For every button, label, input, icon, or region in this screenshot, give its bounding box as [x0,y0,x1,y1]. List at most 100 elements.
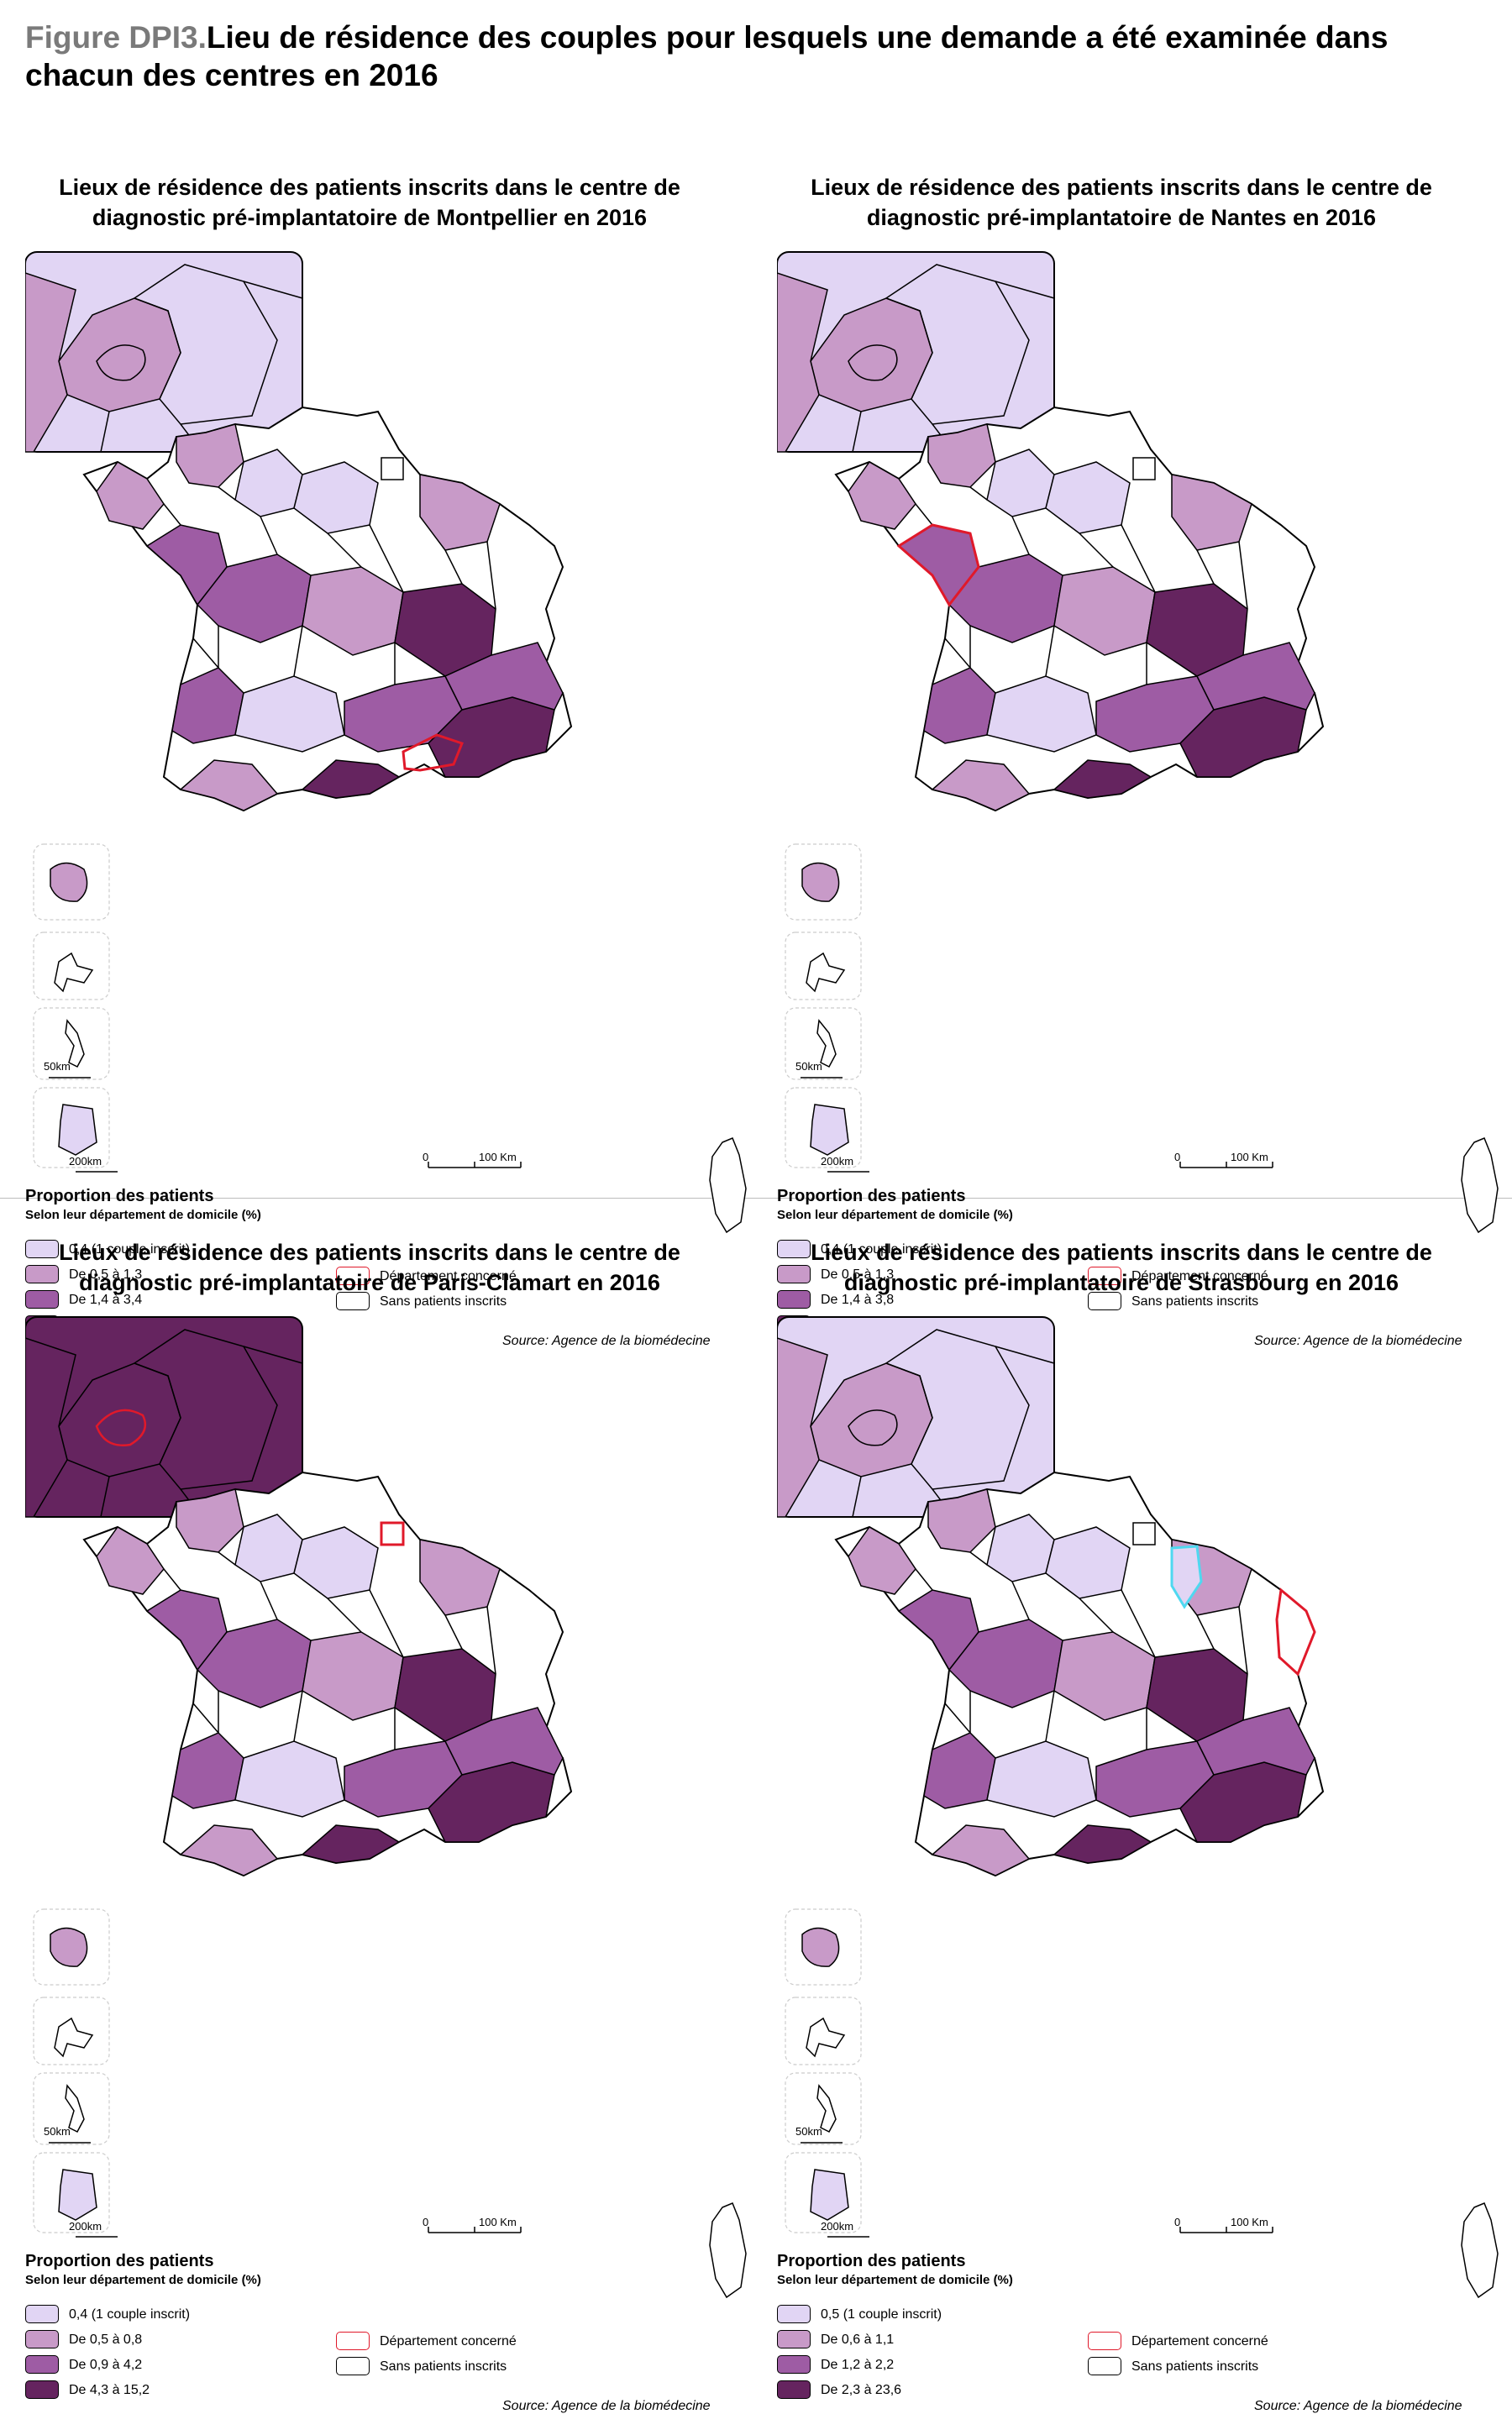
figure-label: Figure DPI3. [25,20,207,55]
legend-swatch-dark [777,2380,811,2399]
choropleth-map [25,251,747,1234]
source-note: Source: Agence de la biomédecine [1254,2399,1462,2413]
figure-title: Figure DPI3.Lieu de résidence des couple… [25,18,1487,94]
legend-swatch-concerned [1088,1267,1121,1285]
legend-swatch-medium [777,1290,811,1309]
france-mainland [82,1471,573,1877]
overseas-insets [785,1908,869,2238]
france-mainland [82,406,573,812]
scale-zero: 0 [423,1151,429,1163]
idf-inset [777,1316,1055,1518]
legend-swatch-medium [25,1290,59,1309]
overseas-insets [33,843,118,1173]
legend-swatch-none [336,2357,370,2375]
legend-subtitle: Selon leur département de domicile (%) [25,2273,261,2287]
legend-swatch-none [1088,1292,1121,1310]
panel-title: Lieux de résidence des patients inscrits… [785,1237,1457,1298]
idf-inset [25,1316,303,1518]
scale-label: 100 Km [479,1151,517,1163]
corsica [709,2202,747,2299]
source-note: Source: Agence de la biomédecine [1254,1334,1462,1348]
panel-title-line1: Lieux de résidence des patients inscrits… [811,1240,1432,1265]
corsica [1461,2202,1499,2299]
legend-class-label: De 4,3 à 15,2 [69,2383,150,2397]
legend-title: Proportion des patients [777,1187,966,1205]
inset-scale-50: 50km [44,1060,71,1073]
legend-concerned-label: Département concerné [1131,2334,1268,2348]
choropleth-map [25,1316,747,2299]
legend-swatch-light [777,1265,811,1283]
legend-swatch-medium [777,2355,811,2374]
panel-divider [0,1198,1512,1199]
inset-scale-50: 50km [44,2125,71,2138]
legend-subtitle: Selon leur département de domicile (%) [25,1208,261,1222]
scale-bar [1179,1162,1273,1168]
france-mainland [834,1471,1325,1877]
panel-title-line2: diagnostic pré-implantatoire de Paris-Cl… [79,1270,660,1295]
corsica [709,1137,747,1234]
legend-swatch-lightest [25,2305,59,2323]
legend-swatch-lightest [777,2305,811,2323]
legend-swatch-light [777,2330,811,2348]
legend-concerned-label: Département concerné [380,1269,517,1283]
idf-inset [25,251,303,453]
legend-swatch-light [25,1265,59,1283]
figure-title-text: Lieu de résidence des couples pour lesqu… [25,20,1389,92]
legend-class-label: 0,4 (1 couple inscrit) [69,1242,191,1257]
overseas-insets [785,843,869,1173]
scale-bar [428,1162,522,1168]
legend-no-patients-label: Sans patients inscrits [380,1294,507,1309]
map-panel-4: Lieux de résidence des patients inscrits… [777,1237,1512,2413]
legend-class-label: De 0,5 à 1,3 [69,1267,143,1282]
panel-title-line2: diagnostic pré-implantatoire de Strasbou… [843,1270,1399,1295]
inset-scale-200: 200km [821,2220,854,2233]
scale-label: 100 Km [1231,2216,1268,2228]
legend-swatch-none [1088,2357,1121,2375]
legend-no-patients-label: Sans patients inscrits [1131,1294,1259,1309]
panel-title-line2: diagnostic pré-implantatoire de Montpell… [92,205,648,230]
inset-scale-200: 200km [821,1155,854,1168]
legend-class-label: De 0,6 à 1,1 [821,2333,895,2347]
panel-title: Lieux de résidence des patients inscrits… [34,172,706,233]
map-panel-1: Lieux de résidence des patients inscrits… [25,172,764,1348]
legend-class-label: De 0,5 à 1,3 [821,1267,895,1282]
legend-class-label: 0,4 (1 couple inscrit) [69,2307,191,2322]
source-note: Source: Agence de la biomédecine [502,1334,711,1348]
corsica [1461,1137,1499,1234]
legend-swatch-none [336,1292,370,1310]
legend-class-label: 0,5 (1 couple inscrit) [821,2307,942,2322]
legend-swatch-lightest [25,1240,59,1258]
legend-concerned-label: Département concerné [380,2334,517,2348]
scale-bar [1179,2227,1273,2233]
legend-class-label: De 2,3 à 23,6 [821,2383,902,2397]
scale-zero: 0 [423,2216,429,2228]
idf-inset [777,251,1055,453]
scale-label: 100 Km [1231,1151,1268,1163]
legend-title: Proportion des patients [777,2252,966,2270]
legend-no-patients-label: Sans patients inscrits [1131,2359,1259,2374]
legend-class-label: De 1,4 à 3,4 [69,1293,143,1307]
legend-no-patients-label: Sans patients inscrits [380,2359,507,2374]
inset-scale-200: 200km [69,1155,102,1168]
inset-scale-50: 50km [795,2125,822,2138]
legend-swatch-concerned [1088,2332,1121,2350]
panel-title-line1: Lieux de résidence des patients inscrits… [811,175,1432,200]
france-mainland [834,406,1325,812]
legend-class-label: De 0,5 à 0,8 [69,2333,143,2347]
panel-title-line1: Lieux de résidence des patients inscrits… [59,175,680,200]
panel-title: Lieux de résidence des patients inscrits… [34,1237,706,1298]
inset-scale-200: 200km [69,2220,102,2233]
legend-swatch-medium [25,2355,59,2374]
legend-title: Proportion des patients [25,2252,214,2270]
legend-title: Proportion des patients [25,1187,214,1205]
legend-swatch-light [25,2330,59,2348]
legend-class-label: 0,4 (1 couple inscrit) [821,1242,942,1257]
scale-zero: 0 [1174,1151,1181,1163]
legend-subtitle: Selon leur département de domicile (%) [777,1208,1013,1222]
legend-class-label: De 0,9 à 4,2 [69,2358,143,2372]
scale-bar [428,2227,522,2233]
legend-swatch-lightest [777,1240,811,1258]
legend-class-label: De 1,4 à 3,8 [821,1293,895,1307]
legend-class-label: De 1,2 à 2,2 [821,2358,895,2372]
scale-label: 100 Km [479,2216,517,2228]
